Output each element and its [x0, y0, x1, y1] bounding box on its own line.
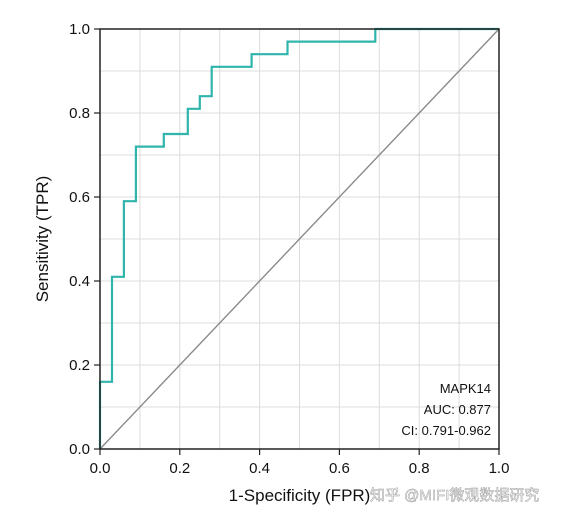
- plot-frame: [99, 28, 500, 450]
- y-tick-label: 0.6: [69, 189, 90, 206]
- annotation-ci: CI: 0.791-0.962: [401, 423, 491, 438]
- y-axis-label: Sensitivity (TPR): [33, 176, 52, 303]
- x-tick-label: 0.4: [249, 460, 270, 477]
- annotation-series-name: MAPK14: [440, 381, 491, 396]
- y-tick-label: 0.0: [69, 441, 90, 458]
- annotation-auc: AUC: 0.877: [424, 402, 491, 417]
- series-layer: [98, 27, 500, 450]
- x-tick-label: 0.2: [169, 460, 190, 477]
- x-tick-label: 0.6: [329, 460, 350, 477]
- x-tick-label: 1.0: [489, 460, 510, 477]
- annotation-box: MAPK14 AUC: 0.877 CI: 0.791-0.962: [401, 381, 491, 438]
- x-tick-label: 0.0: [90, 460, 111, 477]
- ticks: 0.0 0.2 0.4 0.6 0.8 1.0 0.0 0.2 0.4 0.6 0.8 1.0: [69, 21, 509, 477]
- watermark-text: 知乎 @MIFI微观数据研究: [370, 487, 539, 504]
- reference-diagonal-line: [99, 28, 500, 450]
- x-tick-label: 0.8: [409, 460, 430, 477]
- y-tick-label: 0.8: [69, 105, 90, 122]
- roc-curve-line: [98, 27, 499, 449]
- y-tick-label: 0.4: [69, 273, 90, 290]
- y-tick-label: 0.2: [69, 357, 90, 374]
- x-axis-label: 1-Specificity (FPR): [229, 486, 371, 505]
- y-tick-label: 1.0: [69, 21, 90, 38]
